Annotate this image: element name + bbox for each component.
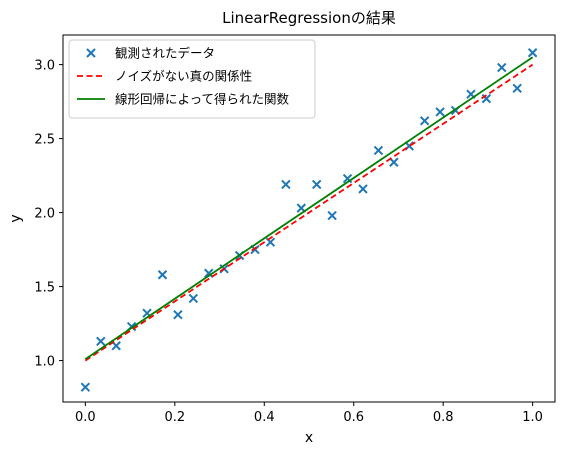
scatter-point [527,48,538,58]
y-tick-label: 3.0 [34,59,55,74]
scatter-point [497,62,507,73]
scatter-point [96,336,106,347]
plot-frame [62,34,556,403]
scatter-point [327,210,337,221]
legend-label: ノイズがない真の関係性 [115,69,252,84]
legend-box [68,39,316,119]
x-tick-label: 0.4 [254,410,275,425]
scatter-point [173,309,183,320]
scatter-point [188,293,199,304]
y-axis-title: y [8,214,24,222]
scatter-point [419,116,430,126]
y-tick-label: 1.5 [34,281,55,296]
scatter-point [358,184,368,194]
scatter-point [373,145,384,156]
scatter-point [204,268,214,278]
legend-label: 観測されたデータ [115,46,215,61]
scatter-point [281,179,291,190]
y-tick-label: 2.0 [34,207,55,222]
legend-label: 線形回帰によって得られた関数 [115,92,290,107]
scatter-point [80,382,91,392]
scatter-point [389,157,399,167]
x-tick-label: 0.2 [164,410,185,425]
scatter-point [435,107,445,117]
x-tick-label: 0.8 [433,410,454,425]
chart-title: LinearRegressionの結果 [222,9,396,27]
legend-marker [86,48,96,58]
plot-marks [80,48,538,392]
regression-line [84,56,534,360]
scatter-point [512,83,522,93]
x-tick-label: 0.6 [343,410,364,425]
x-tick-label: 0.0 [75,410,96,425]
axis-ticks: 0.0 0.2 0.4 0.6 0.8 1.0 1.0 1.5 2.0 2.5 3.0 [34,59,543,425]
scatter-point [157,270,168,280]
y-tick-label: 2.5 [34,133,55,148]
y-tick-label: 1.0 [34,355,55,370]
scatter-point [311,179,322,190]
x-tick-label: 1.0 [522,410,543,425]
x-axis-title: x [305,430,313,446]
true-relation-line [84,63,534,362]
scatter-point [111,341,121,351]
